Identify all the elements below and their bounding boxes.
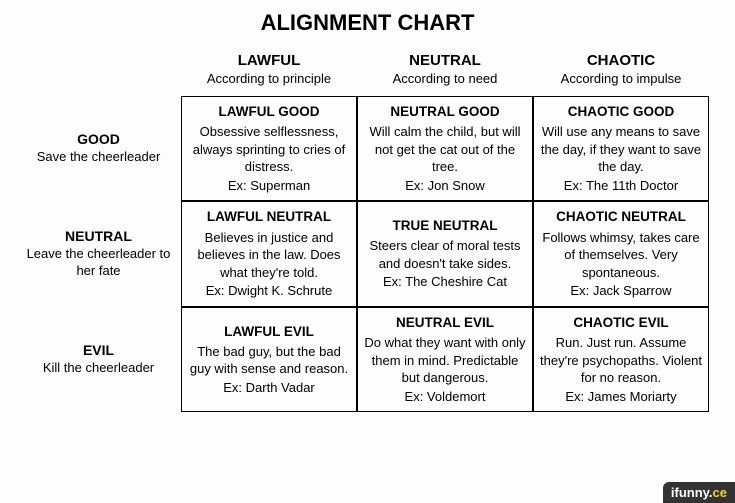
cell-desc: Run. Just run. Assume they're psychopath… bbox=[540, 334, 702, 387]
cell-example: Ex: Darth Vadar bbox=[188, 379, 350, 397]
watermark-suffix: ce bbox=[713, 485, 727, 500]
row-sub: Save the cheerleader bbox=[22, 149, 175, 166]
cell-chaotic-good: CHAOTIC GOOD Will use any means to save … bbox=[533, 96, 709, 201]
cell-example: Ex: Voldemort bbox=[364, 388, 526, 406]
cell-desc: Follows whimsy, takes care of themselves… bbox=[540, 229, 702, 282]
col-sub: According to need bbox=[363, 71, 527, 86]
cell-title: LAWFUL NEUTRAL bbox=[188, 208, 350, 226]
cell-example: Ex: Jon Snow bbox=[364, 177, 526, 195]
cell-title: LAWFUL GOOD bbox=[188, 103, 350, 121]
row-label: NEUTRAL bbox=[22, 228, 175, 244]
row-sub: Leave the cheerleader to her fate bbox=[22, 246, 175, 280]
alignment-chart-page: ALIGNMENT CHART LAWFUL According to prin… bbox=[0, 0, 735, 503]
page-title: ALIGNMENT CHART bbox=[0, 0, 735, 44]
row-header-neutral: NEUTRAL Leave the cheerleader to her fat… bbox=[16, 201, 181, 306]
row-sub: Kill the cheerleader bbox=[22, 360, 175, 377]
row-label: EVIL bbox=[22, 342, 175, 358]
cell-neutral-evil: NEUTRAL EVIL Do what they want with only… bbox=[357, 307, 533, 412]
corner-empty bbox=[16, 44, 181, 96]
cell-title: NEUTRAL EVIL bbox=[364, 314, 526, 332]
cell-example: Ex: The 11th Doctor bbox=[540, 177, 702, 195]
alignment-grid: LAWFUL According to principle NEUTRAL Ac… bbox=[16, 44, 719, 412]
row-label: GOOD bbox=[22, 131, 175, 147]
cell-title: CHAOTIC NEUTRAL bbox=[540, 208, 702, 226]
watermark-prefix: ifunny. bbox=[671, 485, 713, 500]
row-header-evil: EVIL Kill the cheerleader bbox=[16, 307, 181, 412]
cell-desc: Steers clear of moral tests and doesn't … bbox=[364, 237, 526, 272]
cell-title: TRUE NEUTRAL bbox=[364, 217, 526, 235]
row-header-good: GOOD Save the cheerleader bbox=[16, 96, 181, 201]
cell-desc: Believes in justice and believes in the … bbox=[188, 229, 350, 282]
watermark-ifunny: ifunny.ce bbox=[663, 482, 735, 503]
cell-desc: Will use any means to save the day, if t… bbox=[540, 123, 702, 176]
cell-example: Ex: Dwight K. Schrute bbox=[188, 282, 350, 300]
cell-title: CHAOTIC GOOD bbox=[540, 103, 702, 121]
cell-example: Ex: Superman bbox=[188, 177, 350, 195]
col-label: CHAOTIC bbox=[539, 52, 703, 69]
col-header-lawful: LAWFUL According to principle bbox=[181, 44, 357, 96]
cell-title: NEUTRAL GOOD bbox=[364, 103, 526, 121]
col-label: NEUTRAL bbox=[363, 52, 527, 69]
cell-true-neutral: TRUE NEUTRAL Steers clear of moral tests… bbox=[357, 201, 533, 306]
cell-example: Ex: James Moriarty bbox=[540, 388, 702, 406]
col-label: LAWFUL bbox=[187, 52, 351, 69]
col-sub: According to principle bbox=[187, 71, 351, 86]
cell-lawful-good: LAWFUL GOOD Obsessive selflessness, alwa… bbox=[181, 96, 357, 201]
col-sub: According to impulse bbox=[539, 71, 703, 86]
cell-example: Ex: Jack Sparrow bbox=[540, 282, 702, 300]
cell-neutral-good: NEUTRAL GOOD Will calm the child, but wi… bbox=[357, 96, 533, 201]
col-header-neutral: NEUTRAL According to need bbox=[357, 44, 533, 96]
cell-example: Ex: The Cheshire Cat bbox=[364, 273, 526, 291]
col-header-chaotic: CHAOTIC According to impulse bbox=[533, 44, 709, 96]
cell-desc: The bad guy, but the bad guy with sense … bbox=[188, 343, 350, 378]
cell-desc: Obsessive selflessness, always sprinting… bbox=[188, 123, 350, 176]
cell-chaotic-evil: CHAOTIC EVIL Run. Just run. Assume they'… bbox=[533, 307, 709, 412]
cell-title: LAWFUL EVIL bbox=[188, 323, 350, 341]
cell-chaotic-neutral: CHAOTIC NEUTRAL Follows whimsy, takes ca… bbox=[533, 201, 709, 306]
cell-title: CHAOTIC EVIL bbox=[540, 314, 702, 332]
cell-desc: Do what they want with only them in mind… bbox=[364, 334, 526, 387]
cell-lawful-evil: LAWFUL EVIL The bad guy, but the bad guy… bbox=[181, 307, 357, 412]
cell-desc: Will calm the child, but will not get th… bbox=[364, 123, 526, 176]
cell-lawful-neutral: LAWFUL NEUTRAL Believes in justice and b… bbox=[181, 201, 357, 306]
